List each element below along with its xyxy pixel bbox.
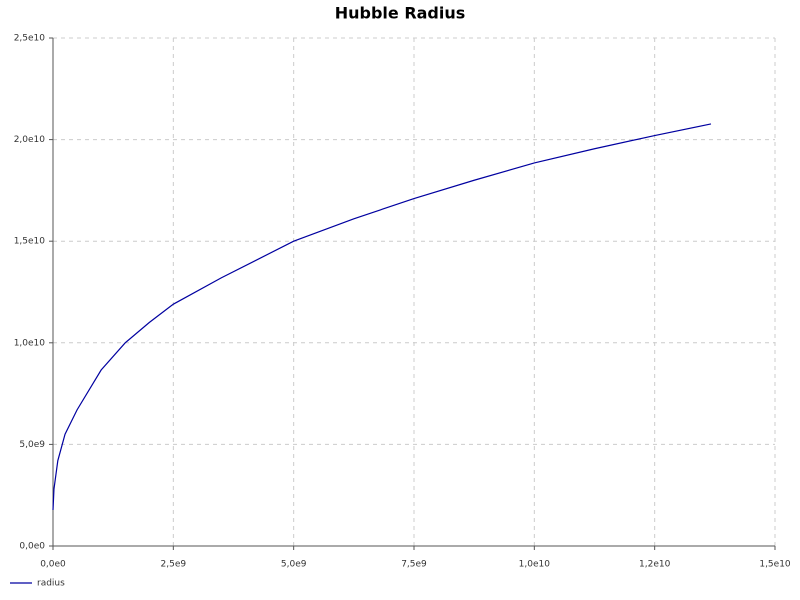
y-tick-label: 1,5e10 (14, 237, 46, 247)
x-tick-label: 5,0e9 (281, 560, 307, 570)
x-tick-label: 1,2e10 (639, 560, 671, 570)
x-tick-label: 0,0e0 (40, 560, 66, 570)
y-tick-label: 5,0e9 (19, 440, 45, 450)
y-tick-label: 1,0e10 (14, 338, 46, 348)
legend-label: radius (37, 579, 65, 589)
x-tick-label: 2,5e9 (161, 560, 187, 570)
line-series (52, 123, 712, 511)
chart-title: Hubble Radius (335, 4, 466, 23)
y-tick-label: 2,5e10 (14, 34, 46, 44)
y-tick-label: 2,0e10 (14, 135, 46, 145)
y-tick-label: 0,0e0 (19, 542, 45, 552)
x-tick-label: 1,0e10 (519, 560, 551, 570)
x-tick-label: 1,5e10 (759, 560, 791, 570)
x-tick-label: 7,5e9 (401, 560, 427, 570)
